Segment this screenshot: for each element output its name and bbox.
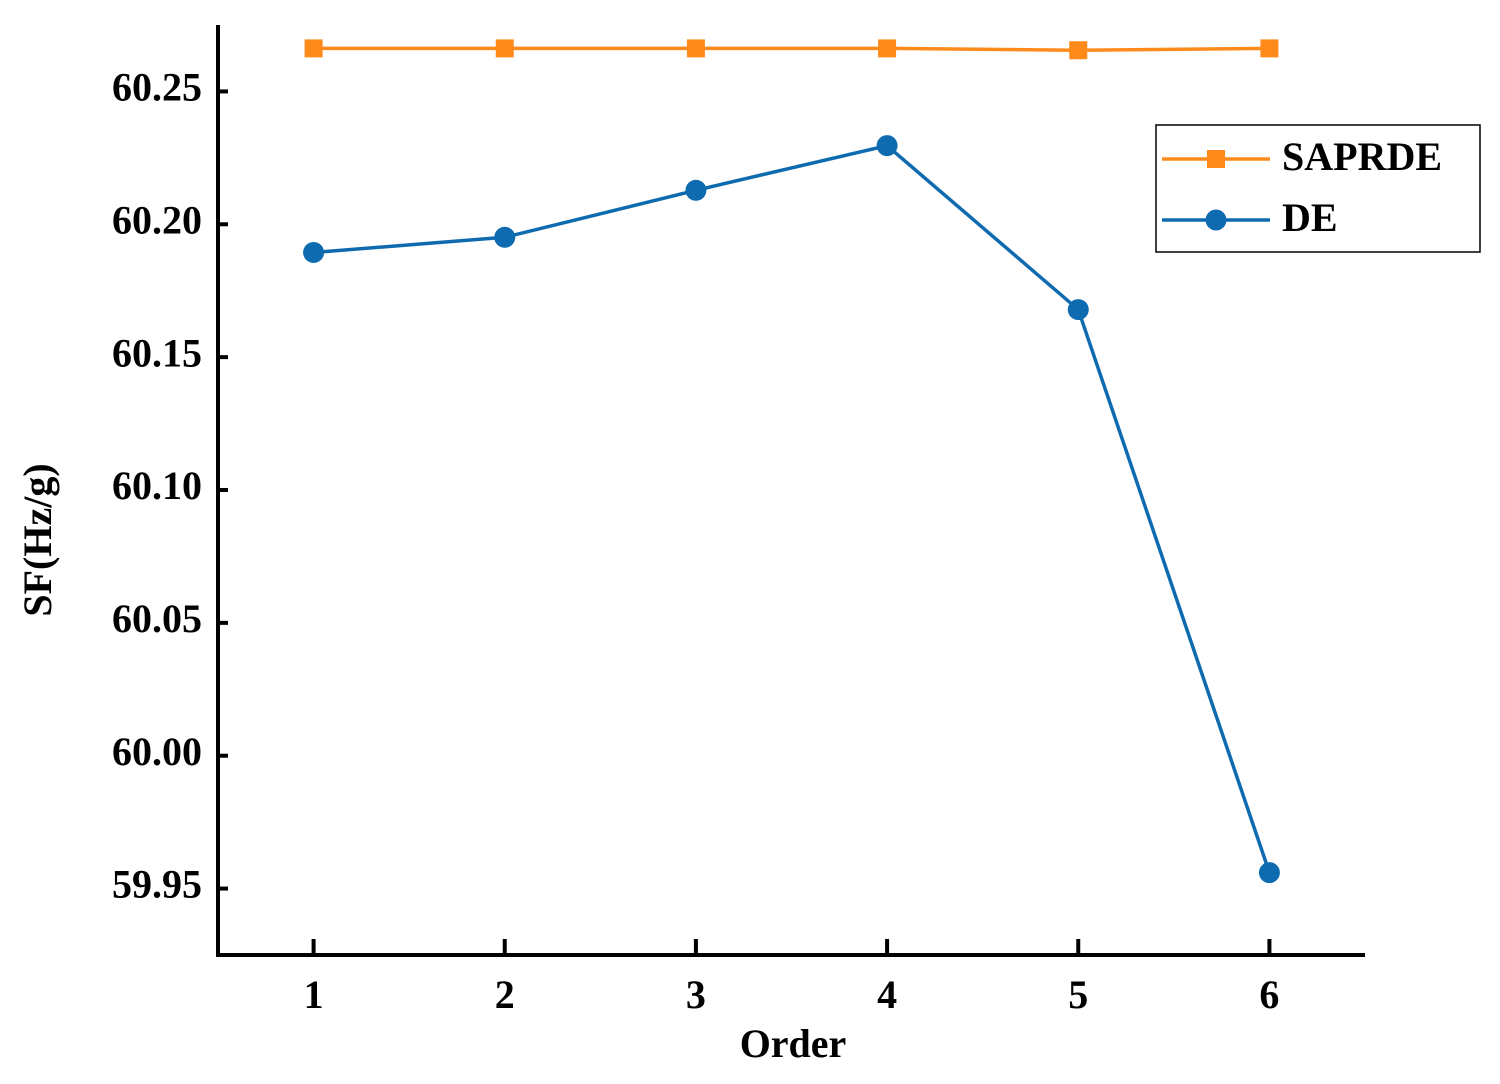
y-tick-label: 59.95 [112, 862, 202, 907]
x-tick-label: 4 [877, 972, 897, 1017]
marker [303, 241, 325, 263]
y-tick-label: 60.25 [112, 65, 202, 110]
series-line [313, 46, 1270, 52]
y-tick-label: 60.05 [112, 596, 202, 641]
x-tick-label: 1 [304, 972, 324, 1017]
legend-label: SAPRDE [1282, 134, 1442, 179]
marker [1258, 862, 1280, 884]
marker [686, 39, 705, 58]
marker [1067, 299, 1089, 321]
series-line [313, 143, 1272, 874]
legend-box [1155, 124, 1481, 253]
y-tick-label: 60.15 [112, 330, 202, 375]
legend-marker [1207, 150, 1225, 168]
marker [495, 39, 514, 58]
marker [1260, 39, 1279, 58]
x-axis-label: Order [740, 1021, 847, 1066]
x-tick-label: 5 [1068, 972, 1088, 1017]
y-tick-label: 60.10 [112, 463, 202, 508]
x-tick-label: 2 [495, 972, 515, 1017]
legend-marker [1205, 209, 1227, 231]
marker [494, 226, 516, 248]
x-tick-label: 6 [1259, 972, 1279, 1017]
marker [876, 135, 898, 157]
y-tick-label: 60.20 [112, 197, 202, 242]
marker [1069, 41, 1088, 60]
marker [878, 39, 897, 58]
y-tick-label: 60.00 [112, 729, 202, 774]
y-axis-label: SF(Hz/g) [15, 463, 60, 616]
x-tick-label: 3 [686, 972, 706, 1017]
legend-label: DE [1282, 195, 1338, 240]
marker [304, 39, 323, 58]
marker [685, 179, 707, 201]
